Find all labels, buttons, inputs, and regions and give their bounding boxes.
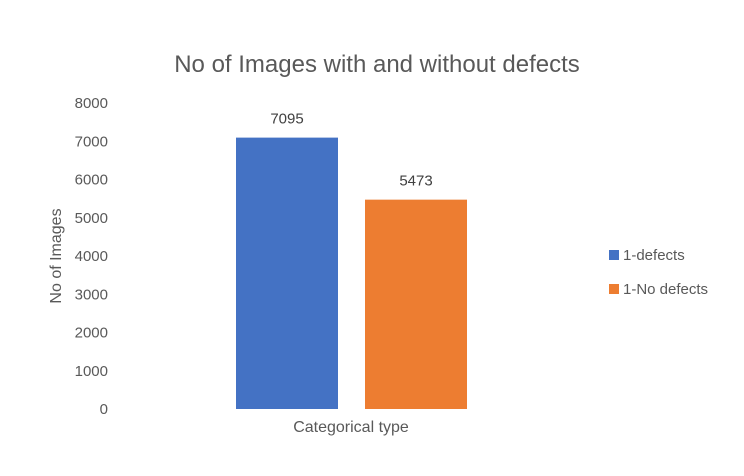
y-tick-label: 6000: [75, 172, 108, 189]
legend-label: 1-defects: [623, 247, 685, 264]
y-tick-label: 1000: [75, 363, 108, 380]
y-tick-label: 7000: [75, 133, 108, 150]
bar-1-no-defects: [365, 199, 467, 409]
data-label: 5473: [399, 173, 432, 190]
y-axis-ticks: 0 1000 2000 3000 4000 5000 6000 7000 8000: [75, 95, 108, 418]
data-label: 7095: [270, 111, 303, 128]
legend: 1-defects 1-No defects: [609, 247, 708, 298]
y-tick-label: 8000: [75, 95, 108, 112]
data-labels: 7095 5473: [270, 111, 432, 190]
legend-swatch: [609, 250, 619, 260]
y-tick-label: 0: [100, 401, 108, 418]
y-axis-title: No of Images: [48, 208, 65, 303]
legend-swatch: [609, 284, 619, 294]
y-tick-label: 2000: [75, 325, 108, 342]
chart-title: No of Images with and without defects: [174, 51, 580, 78]
y-tick-label: 5000: [75, 210, 108, 227]
bars: [236, 137, 467, 409]
y-tick-label: 4000: [75, 248, 108, 265]
legend-label: 1-No defects: [623, 281, 708, 298]
x-axis-title: Categorical type: [293, 419, 409, 436]
y-tick-label: 3000: [75, 286, 108, 303]
bar-1-defects: [236, 137, 338, 409]
